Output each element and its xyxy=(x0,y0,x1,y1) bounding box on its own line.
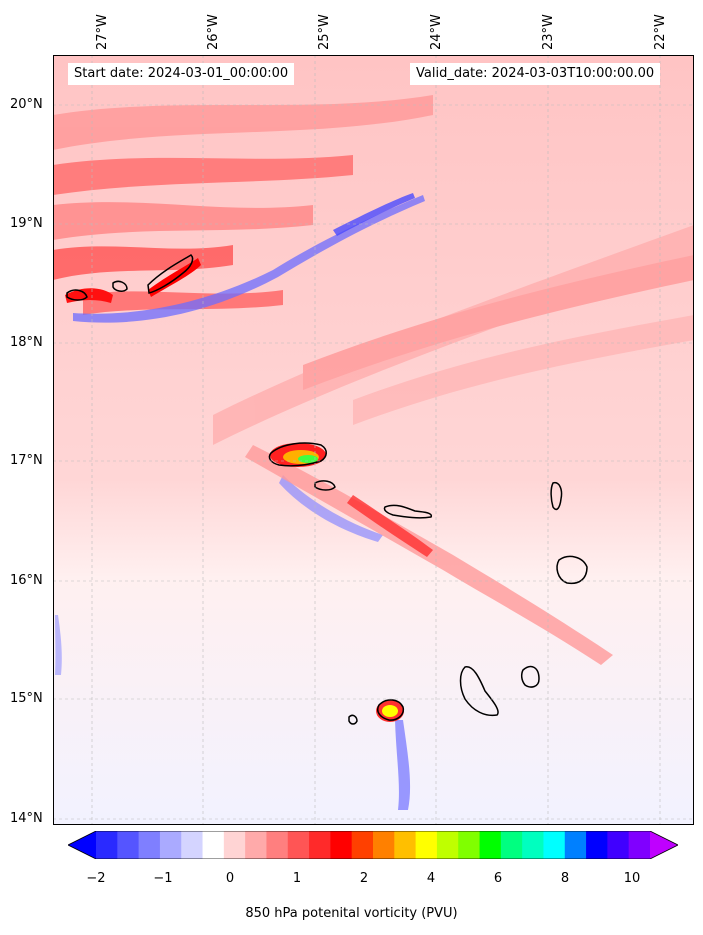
colorbar-bin xyxy=(330,831,353,859)
colorbar-label: 850 hPa potenital vorticity (PVU) xyxy=(245,906,458,921)
longitude-label: 25°W xyxy=(317,14,332,50)
colorbar-bin xyxy=(351,831,374,859)
pv-intense-santo-antao xyxy=(270,443,326,467)
colorbar-tick: −2 xyxy=(86,871,106,886)
colorbar-bin xyxy=(138,831,161,859)
colorbar-tick: 4 xyxy=(426,871,436,886)
colorbar-extend-max xyxy=(650,831,678,859)
colorbar-bin xyxy=(415,831,438,859)
colorbar-bin xyxy=(159,831,182,859)
colorbar-bin xyxy=(500,831,523,859)
island-brava xyxy=(348,714,358,725)
colorbar-bin xyxy=(543,831,566,859)
map-frame xyxy=(53,55,694,825)
colorbar-bin xyxy=(479,831,502,859)
island-santo-antao xyxy=(268,442,327,467)
colorbar-bin xyxy=(373,831,395,859)
latitude-label: 15°N xyxy=(10,691,43,706)
colorbar-bin xyxy=(202,831,225,859)
contour-northwest-c xyxy=(112,280,128,292)
island-sao-vicente xyxy=(314,480,336,491)
colorbar-tick: 0 xyxy=(225,871,235,886)
latitude-label: 18°N xyxy=(10,335,43,350)
colorbar xyxy=(68,831,678,859)
colorbar-tick: −1 xyxy=(153,871,173,886)
start-date-label: Start date: 2024-03-01_00:00:00 xyxy=(68,63,295,85)
coastlines xyxy=(66,254,588,725)
island-boa-vista xyxy=(556,555,588,585)
island-sao-nicolau xyxy=(383,504,433,519)
latitude-label: 19°N xyxy=(10,216,43,231)
longitude-label: 23°W xyxy=(541,14,556,50)
colorbar-bin xyxy=(181,831,204,859)
valid-date-label: Valid_date: 2024-03-03T10:00:00.00 xyxy=(410,63,661,85)
colorbar-bin xyxy=(223,831,246,859)
longitude-label: 27°W xyxy=(95,14,110,50)
colorbar-bin xyxy=(245,831,267,859)
island-fogo xyxy=(377,699,405,721)
pv-band-central xyxy=(245,445,613,665)
colorbar-bin xyxy=(436,831,459,859)
latitude-label: 16°N xyxy=(10,573,43,588)
latitude-label: 14°N xyxy=(10,811,43,826)
island-maio xyxy=(520,665,540,688)
latitude-label: 20°N xyxy=(10,97,43,112)
contour-northwest-b xyxy=(147,254,194,294)
latitude-label: 17°N xyxy=(10,453,43,468)
colorbar-bin xyxy=(628,831,651,859)
island-santiago xyxy=(459,666,499,717)
graticule xyxy=(53,55,694,825)
colorbar-tick: 1 xyxy=(292,871,302,886)
colorbar-bin xyxy=(309,831,331,859)
contour-northwest-a xyxy=(66,289,88,301)
colorbar-bin xyxy=(564,831,587,859)
colorbar-bin xyxy=(394,831,417,859)
colorbar-tick: 2 xyxy=(359,871,369,886)
colorbar-tick: 8 xyxy=(560,871,570,886)
island-sal xyxy=(550,481,563,511)
longitude-label: 26°W xyxy=(206,14,221,50)
longitude-label: 24°W xyxy=(429,14,444,50)
colorbar-tick: 6 xyxy=(493,871,503,886)
colorbar-bin xyxy=(117,831,140,859)
vorticity-map xyxy=(53,55,694,825)
colorbar-bin xyxy=(607,831,630,859)
colorbar-bin xyxy=(96,831,118,859)
colorbar-bin xyxy=(266,831,289,859)
colorbar-bin xyxy=(522,831,544,859)
colorbar-bin xyxy=(586,831,608,859)
longitude-label: 22°W xyxy=(653,14,668,50)
colorbar-bin xyxy=(287,831,310,859)
colorbar-tick: 10 xyxy=(623,871,641,886)
pv-intense-brava-fogo xyxy=(376,700,404,722)
colorbar-bin xyxy=(458,831,481,859)
colorbar-extend-min xyxy=(68,831,96,859)
pv-negative-streaks xyxy=(55,193,425,810)
